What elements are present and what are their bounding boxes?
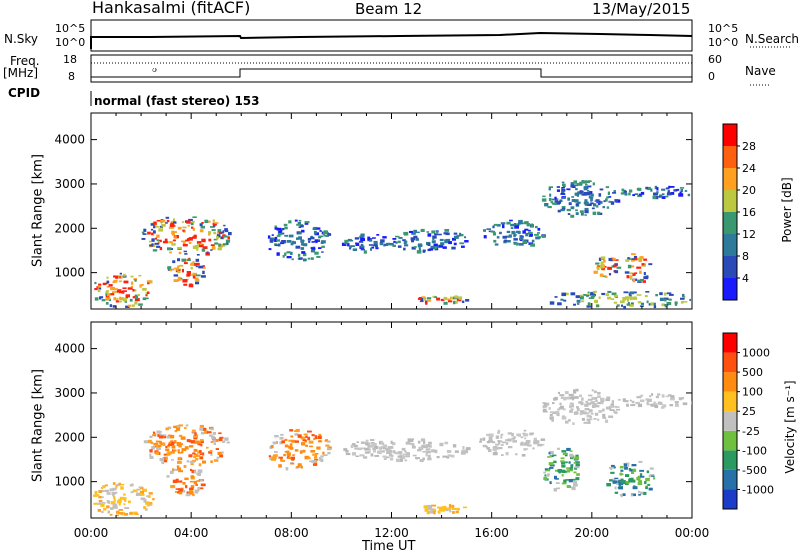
colorbar-tick-label: 28 (742, 140, 756, 153)
velocity-echo-region (268, 428, 333, 471)
colorbar-tick-label: 25 (742, 405, 756, 418)
colorbar-swatch (723, 278, 737, 300)
freq-tick-bottom: 8 (68, 70, 75, 83)
xtick-label: 12:00 (374, 526, 409, 540)
power-echo-region (593, 256, 622, 278)
freq-tick-top: 18 (63, 53, 77, 66)
nsky-trace (90, 31, 693, 49)
velocity-echo-region (479, 429, 546, 457)
colorbar-tick-label: 24 (742, 162, 756, 175)
velocity-echo-region (423, 504, 468, 515)
colorbar-swatch (723, 212, 737, 234)
colorbar-tick-label: -25 (742, 425, 760, 438)
nave-tick-top: 60 (708, 53, 722, 66)
xtick-label: 16:00 (474, 526, 509, 540)
xtick-label: 00:00 (74, 526, 109, 540)
freq-unit: [MHz] (3, 66, 39, 80)
ytick-label: 1000 (54, 475, 85, 489)
velocity-echo-region (617, 393, 692, 409)
colorbar-swatch (723, 352, 737, 373)
nave-tick-bottom: 0 (708, 70, 715, 83)
power-echo-region (549, 290, 692, 309)
colorbar-swatch (723, 391, 737, 412)
velocity-echo-region (343, 438, 471, 463)
nsearch-tick-top: 10^5 (708, 22, 739, 35)
nsky-tick-bottom: 10^0 (55, 36, 86, 49)
colorbar-tick-label: 500 (742, 366, 763, 379)
colorbar-tick-label: -100 (742, 444, 767, 457)
colorbar-tick-label: 16 (742, 206, 756, 219)
nave-label: Nave (745, 64, 776, 78)
ytick-label: 1000 (54, 266, 85, 280)
power-echo-region (624, 253, 653, 283)
power-echo-region (541, 180, 621, 218)
colorbar-tick-label: 20 (742, 184, 756, 197)
colorbar-swatch (723, 124, 737, 146)
xtick-label: 00:00 (675, 526, 710, 540)
xtick-label: 20:00 (575, 526, 610, 540)
station-title: Hankasalmi (fitACF) (92, 0, 251, 17)
colorbar-tick-label: 4 (742, 272, 749, 285)
colorbar-tick-label: -1000 (742, 483, 774, 496)
colorbar-swatch (723, 469, 737, 490)
power-echo-region (620, 185, 691, 200)
time-xlabel: Time UT (362, 539, 416, 554)
nsearch-label: N.Search (745, 32, 800, 46)
colorbar-swatch (723, 256, 737, 278)
cpid-value: normal (fast stereo) 153 (94, 94, 260, 108)
velocity-echo-region (166, 465, 206, 497)
colorbar-swatch (723, 333, 737, 353)
ytick-label: 4000 (54, 133, 85, 147)
colorbar-swatch (723, 411, 737, 431)
power-panel-frame (90, 112, 693, 310)
colorbar-swatch (723, 372, 737, 392)
power-echo-region (341, 233, 408, 254)
colorbar-tick-label: 100 (742, 386, 763, 399)
nsky-tick-top: 10^5 (55, 22, 86, 35)
ytick-label: 3000 (54, 177, 85, 191)
colorbar-swatch (723, 430, 737, 451)
beam-title: Beam 12 (355, 0, 423, 18)
xtick-label: 04:00 (174, 526, 209, 540)
power-echo-region (392, 228, 469, 254)
velocity-echo-region (93, 482, 155, 517)
colorbar-swatch (723, 190, 737, 212)
freq-glitch: ဖ (152, 65, 157, 75)
ytick-label: 3000 (54, 386, 85, 400)
freq-trace (90, 68, 692, 79)
colorbar-tick-label: 8 (742, 250, 749, 263)
ytick-label: 4000 (54, 342, 85, 356)
velocity-echo-region (542, 388, 620, 425)
velocity-echo-region (606, 460, 656, 498)
colorbar-tick-label: 12 (742, 228, 756, 241)
xtick-label: 08:00 (274, 526, 309, 540)
ytick-label: 2000 (54, 430, 85, 444)
colorbar-swatch (723, 168, 737, 190)
freq-label: Freq. (10, 54, 40, 68)
ytick-label: 2000 (54, 221, 85, 235)
colorbar-tick-label: -500 (742, 464, 767, 477)
power-echo-region (167, 257, 206, 288)
colorbar-swatch (723, 450, 737, 470)
date-title: 13/May/2015 (592, 0, 691, 18)
colorbar-swatch (723, 146, 737, 168)
power-echo-region (94, 272, 153, 308)
power-echo-region (483, 219, 546, 247)
cpid-label: CPID (8, 86, 41, 100)
power-echo-region (267, 219, 332, 262)
colorbar-swatch (723, 234, 737, 256)
nsearch-tick-bottom: 10^0 (708, 36, 739, 49)
power-echo-region (417, 295, 470, 305)
nsky-label: N.Sky (4, 32, 39, 46)
velocity-echo-region (143, 424, 230, 467)
colorbar-swatch (723, 489, 737, 509)
freq-frame (90, 54, 693, 83)
velocity-echo-region (543, 447, 580, 492)
power-echo-region (141, 216, 232, 256)
colorbar-tick-label: 1000 (742, 347, 770, 360)
